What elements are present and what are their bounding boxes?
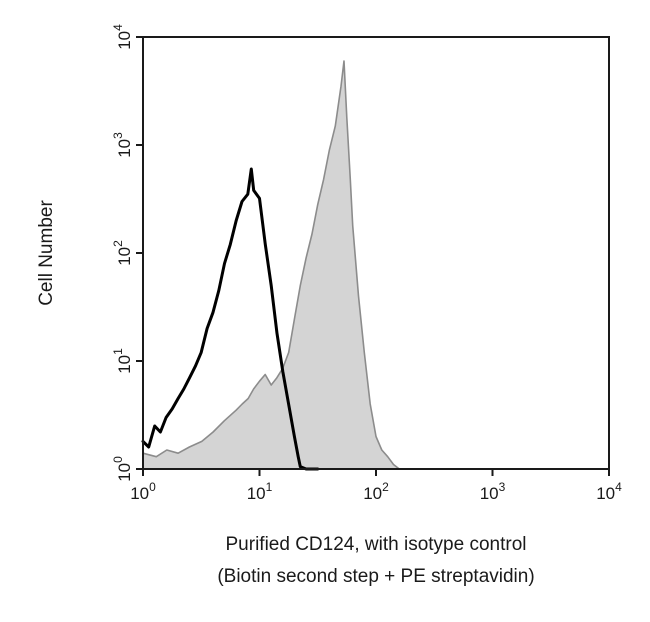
y-axis-label: Cell Number: [36, 200, 57, 306]
series-0-area: [143, 61, 400, 469]
plot-area-frame: [142, 36, 610, 470]
y-tick-label: 104: [111, 24, 134, 50]
y-axis-ticks: 100 101 102 103 104: [111, 24, 143, 482]
x-axis-label-line2: (Biotin second step + PE streptavidin): [217, 566, 534, 587]
x-tick-label: 101: [247, 480, 273, 503]
series-0-outline: [142, 60, 400, 470]
x-tick-label: 103: [480, 480, 506, 503]
x-tick-label: 102: [363, 480, 389, 503]
y-tick-label: 101: [111, 348, 134, 374]
series-layer: [141, 60, 400, 471]
x-tick-label: 100: [130, 480, 156, 503]
y-tick-label: 103: [111, 132, 134, 158]
series-1-line: [141, 167, 320, 471]
y-tick-label: 102: [111, 240, 134, 266]
x-axis-ticks: 100 101 102 103 104: [130, 469, 622, 503]
y-tick-label: 100: [111, 456, 134, 482]
x-tick-label: 104: [596, 480, 622, 503]
x-axis-label: Purified CD124, with isotype control: [226, 534, 527, 555]
